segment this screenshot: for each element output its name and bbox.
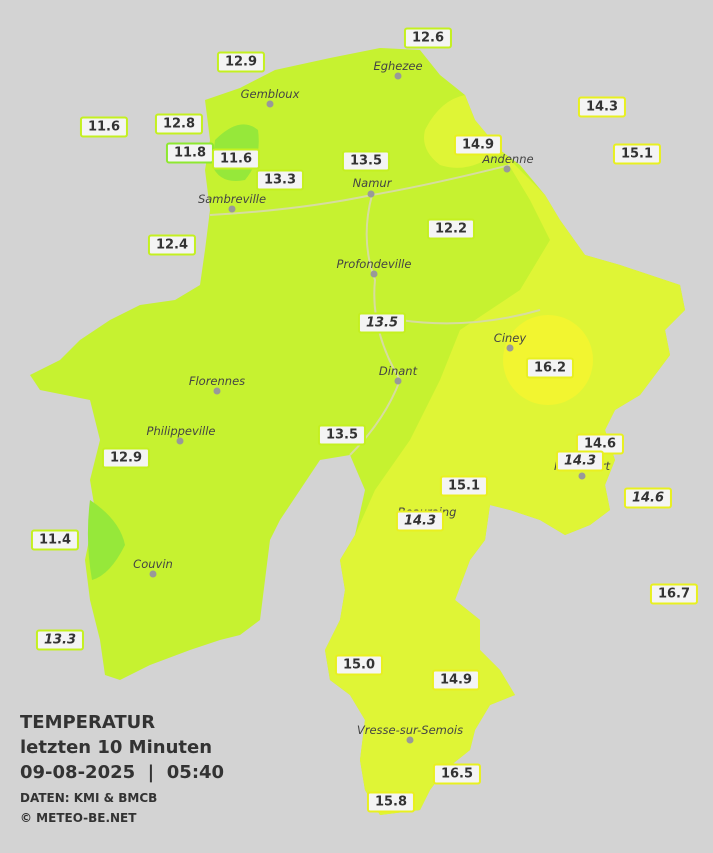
city-label: Vresse-sur-Semois — [356, 723, 464, 737]
city-label: Florennes — [188, 374, 246, 388]
city-label: Ciney — [493, 331, 527, 345]
city-label: Profondeville — [336, 257, 412, 271]
city-dot — [503, 165, 511, 173]
station-temperature: 13.3 — [35, 629, 85, 651]
station-temperature: 16.7 — [649, 583, 699, 605]
station-temperature: 11.6 — [211, 148, 261, 170]
station-temperature: 14.9 — [431, 669, 481, 691]
station-temperature: 13.5 — [317, 424, 367, 446]
station-temperature: 14.3 — [555, 450, 605, 472]
city-dot — [394, 377, 402, 385]
city-label: Gembloux — [240, 87, 300, 101]
station-temperature: 12.9 — [216, 51, 266, 73]
station-temperature: 13.5 — [341, 150, 391, 172]
city-dot — [228, 205, 236, 213]
station-temperature: 12.9 — [101, 447, 151, 469]
city-label: Dinant — [378, 364, 418, 378]
title: TEMPERATUR — [20, 712, 156, 733]
city-dot — [266, 100, 274, 108]
city-label: Namur — [352, 176, 392, 190]
station-temperature: 14.3 — [577, 96, 627, 118]
station-temperature: 15.8 — [366, 791, 416, 813]
city-label: Couvin — [133, 557, 173, 571]
station-temperature: 11.4 — [30, 529, 80, 551]
city-label: Eghezee — [373, 59, 423, 73]
station-temperature: 15.0 — [334, 654, 384, 676]
city-dot — [213, 387, 221, 395]
station-temperature: 14.3 — [395, 510, 445, 532]
station-temperature: 12.6 — [403, 27, 453, 49]
city-label: Andenne — [482, 152, 534, 166]
station-temperature: 14.9 — [453, 134, 503, 156]
city-dot — [578, 472, 586, 480]
warm-zone — [325, 150, 685, 815]
city-dot — [176, 437, 184, 445]
station-temperature: 12.2 — [426, 218, 476, 240]
city-dot — [506, 344, 514, 352]
city-dot — [149, 570, 157, 578]
city-label: Philippeville — [146, 424, 216, 438]
station-temperature: 15.1 — [439, 475, 489, 497]
timestamp: 09-08-2025 | 05:40 — [20, 762, 225, 783]
copyright: © METEO-BE.NET — [20, 811, 137, 825]
station-temperature: 13.3 — [255, 169, 305, 191]
subtitle: letzten 10 Minuten — [20, 737, 213, 758]
city-label: Sambreville — [197, 192, 267, 206]
city-dot — [367, 190, 375, 198]
station-temperature: 14.6 — [623, 487, 673, 509]
station-temperature: 16.5 — [432, 763, 482, 785]
city-dot — [406, 736, 414, 744]
station-temperature: 12.4 — [147, 234, 197, 256]
station-temperature: 13.5 — [357, 312, 407, 334]
station-temperature: 11.6 — [79, 116, 129, 138]
station-temperature: 16.2 — [525, 357, 575, 379]
cool-spot-west — [87, 500, 125, 580]
city-dot — [370, 270, 378, 278]
source: DATEN: KMI & BMCB — [20, 791, 158, 805]
station-temperature: 12.8 — [154, 113, 204, 135]
station-temperature: 11.8 — [165, 142, 215, 164]
city-dot — [394, 72, 402, 80]
station-temperature: 15.1 — [612, 143, 662, 165]
